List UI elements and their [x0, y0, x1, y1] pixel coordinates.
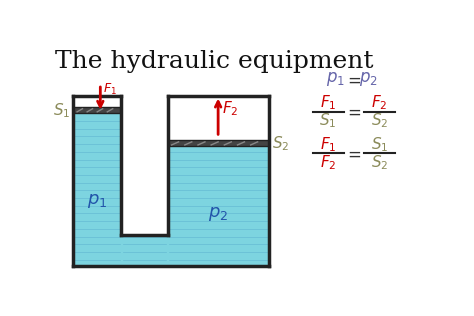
Text: $S_1$: $S_1$: [371, 135, 388, 154]
Text: The hydraulic equipment: The hydraulic equipment: [55, 50, 374, 73]
Bar: [74, 107, 120, 113]
Text: $S_1$: $S_1$: [54, 101, 71, 120]
Text: $p_1$: $p_1$: [87, 192, 108, 210]
Text: $p_1$: $p_1$: [327, 70, 346, 88]
Text: $=$: $=$: [344, 70, 361, 88]
Text: $p_2$: $p_2$: [208, 205, 228, 223]
Text: $F_1$: $F_1$: [320, 93, 337, 112]
Text: $p_2$: $p_2$: [359, 70, 378, 88]
Polygon shape: [168, 147, 268, 235]
Text: $F_2$: $F_2$: [371, 93, 388, 112]
Text: $=$: $=$: [344, 103, 361, 121]
Text: $S_2$: $S_2$: [371, 112, 388, 131]
Text: $F_1$: $F_1$: [103, 82, 117, 97]
Text: $=$: $=$: [344, 144, 361, 162]
Polygon shape: [73, 113, 121, 235]
Bar: [169, 140, 268, 147]
Text: $S_1$: $S_1$: [319, 112, 337, 131]
Text: $S_2$: $S_2$: [272, 134, 289, 153]
Text: $F_2$: $F_2$: [320, 153, 337, 172]
Text: $S_2$: $S_2$: [371, 153, 388, 172]
Text: $F_2$: $F_2$: [222, 99, 238, 118]
Polygon shape: [73, 235, 268, 266]
Text: $F_1$: $F_1$: [320, 135, 337, 154]
